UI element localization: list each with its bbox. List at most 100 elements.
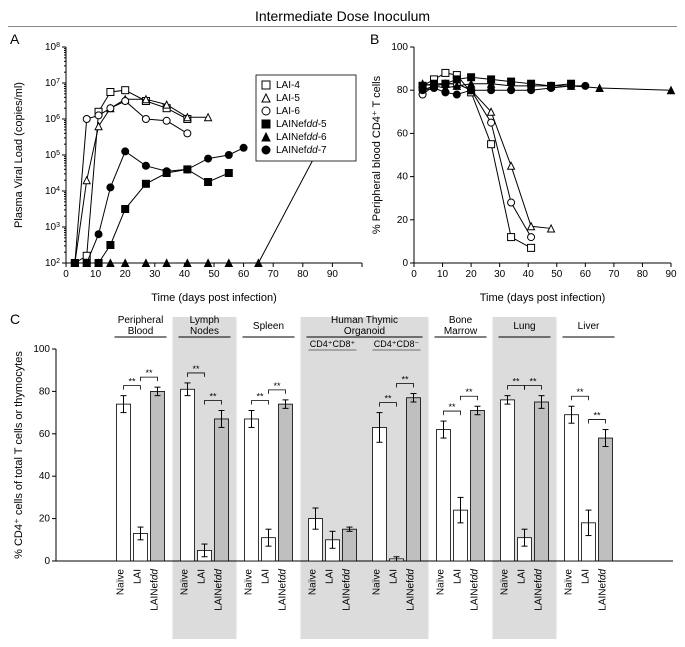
svg-text:Lymph: Lymph [190, 315, 220, 326]
svg-text:10: 10 [437, 269, 449, 280]
svg-text:60: 60 [397, 128, 409, 139]
svg-text:LAI-5: LAI-5 [276, 93, 300, 104]
svg-text:40: 40 [39, 471, 51, 482]
svg-text:104: 104 [45, 186, 60, 198]
svg-text:**: ** [192, 364, 200, 374]
svg-text:LAINefdd: LAINefdd [150, 569, 161, 611]
svg-text:Naïve: Naïve [564, 569, 575, 596]
svg-text:**: ** [273, 381, 281, 391]
svg-text:Spleen: Spleen [253, 321, 284, 332]
svg-text:**: ** [209, 391, 217, 401]
svg-text:% Peripheral blood CD4⁺ T cell: % Peripheral blood CD4⁺ T cells [371, 75, 383, 234]
svg-text:70: 70 [608, 269, 620, 280]
svg-text:Liver: Liver [578, 321, 600, 332]
svg-text:Marrow: Marrow [444, 326, 478, 337]
svg-text:107: 107 [45, 78, 60, 90]
svg-text:Time (days post infection): Time (days post infection) [151, 292, 277, 304]
panel-a-chart: 0102030405060708090102103104105106107108… [8, 29, 368, 309]
svg-text:LAINefdd: LAINefdd [342, 569, 353, 611]
svg-text:106: 106 [45, 114, 60, 126]
svg-text:% CD4⁺ cells of total T cells: % CD4⁺ cells of total T cells or thymocy… [13, 351, 25, 559]
svg-text:80: 80 [39, 386, 51, 397]
svg-text:Bone: Bone [449, 315, 473, 326]
svg-text:Time (days post infection): Time (days post infection) [480, 292, 606, 304]
svg-text:**: ** [128, 377, 136, 387]
svg-text:60: 60 [39, 429, 51, 440]
svg-text:0: 0 [63, 269, 69, 280]
svg-text:100: 100 [33, 344, 50, 355]
svg-text:LAINefdd: LAINefdd [598, 569, 609, 611]
svg-text:**: ** [401, 375, 409, 385]
svg-text:LAINefdd-7: LAINefdd-7 [276, 145, 327, 156]
panel-b-chart: 0102030405060708090020406080100Time (day… [368, 29, 677, 309]
svg-text:60: 60 [580, 269, 592, 280]
svg-text:Blood: Blood [128, 326, 154, 337]
svg-text:90: 90 [327, 269, 339, 280]
svg-text:80: 80 [397, 85, 409, 96]
svg-text:50: 50 [551, 269, 563, 280]
svg-text:LAI: LAI [453, 569, 464, 584]
svg-text:20: 20 [39, 514, 51, 525]
svg-text:20: 20 [120, 269, 132, 280]
svg-text:80: 80 [637, 269, 649, 280]
svg-text:LAINefdd: LAINefdd [470, 569, 481, 611]
svg-text:**: ** [448, 402, 456, 412]
svg-text:0: 0 [402, 258, 408, 269]
svg-text:0: 0 [411, 269, 417, 280]
panel-c: C 020406080100% CD4⁺ cells of total T ce… [8, 309, 677, 639]
svg-text:30: 30 [149, 269, 161, 280]
svg-text:CD4⁺CD8⁻: CD4⁺CD8⁻ [374, 339, 420, 349]
svg-text:LAINefdd: LAINefdd [278, 569, 289, 611]
svg-text:**: ** [145, 368, 153, 378]
svg-text:LAI: LAI [581, 569, 592, 584]
svg-text:LAI: LAI [133, 569, 144, 584]
svg-text:LAI: LAI [197, 569, 208, 584]
svg-text:LAINefdd-6: LAINefdd-6 [276, 132, 327, 143]
svg-text:10: 10 [90, 269, 102, 280]
svg-text:LAINefdd: LAINefdd [406, 569, 417, 611]
svg-text:LAI-6: LAI-6 [276, 106, 300, 117]
svg-text:103: 103 [45, 222, 60, 234]
svg-text:Nodes: Nodes [190, 326, 219, 337]
svg-text:Naïve: Naïve [500, 569, 511, 596]
svg-text:Naïve: Naïve [372, 569, 383, 596]
svg-text:70: 70 [268, 269, 280, 280]
svg-text:100: 100 [391, 42, 408, 53]
svg-text:Human Thymic: Human Thymic [331, 315, 398, 326]
svg-text:40: 40 [179, 269, 191, 280]
svg-text:LAI: LAI [389, 569, 400, 584]
panel-b-letter: B [370, 31, 379, 47]
svg-text:Peripheral: Peripheral [118, 315, 164, 326]
svg-text:Naïve: Naïve [244, 569, 255, 596]
svg-text:108: 108 [45, 42, 60, 54]
svg-text:LAINefdd-5: LAINefdd-5 [276, 119, 327, 130]
svg-text:20: 20 [466, 269, 478, 280]
svg-text:LAI: LAI [517, 569, 528, 584]
overall-title: Intermediate Dose Inoculum [8, 8, 677, 27]
svg-text:80: 80 [297, 269, 309, 280]
svg-text:40: 40 [523, 269, 535, 280]
svg-text:Naïve: Naïve [308, 569, 319, 596]
svg-text:**: ** [465, 387, 473, 397]
panel-a: A 01020304050607080901021031041051061071… [8, 29, 368, 309]
svg-text:Naïve: Naïve [180, 569, 191, 596]
svg-text:Organoid: Organoid [344, 326, 385, 337]
panel-a-letter: A [10, 31, 19, 47]
svg-text:**: ** [593, 411, 601, 421]
svg-text:LAI: LAI [261, 569, 272, 584]
svg-text:30: 30 [494, 269, 506, 280]
svg-text:**: ** [576, 387, 584, 397]
panel-b: B 0102030405060708090020406080100Time (d… [368, 29, 677, 309]
svg-text:105: 105 [45, 150, 60, 162]
svg-text:Lung: Lung [513, 321, 535, 332]
svg-text:0: 0 [44, 556, 50, 567]
svg-text:LAI-4: LAI-4 [276, 80, 300, 91]
panel-c-chart: 0 20 40 60 80 100 % CD4⁺ cells of total T cell… [8, 309, 677, 639]
svg-text:Plasma Viral Load (copies/ml): Plasma Viral Load (copies/ml) [13, 82, 25, 228]
svg-text:**: ** [384, 394, 392, 404]
svg-text:60: 60 [238, 269, 250, 280]
svg-text:LAINefdd: LAINefdd [534, 569, 545, 611]
svg-text:CD4⁺CD8⁺: CD4⁺CD8⁺ [310, 339, 356, 349]
svg-text:Naïve: Naïve [116, 569, 127, 596]
svg-text:**: ** [529, 377, 537, 387]
